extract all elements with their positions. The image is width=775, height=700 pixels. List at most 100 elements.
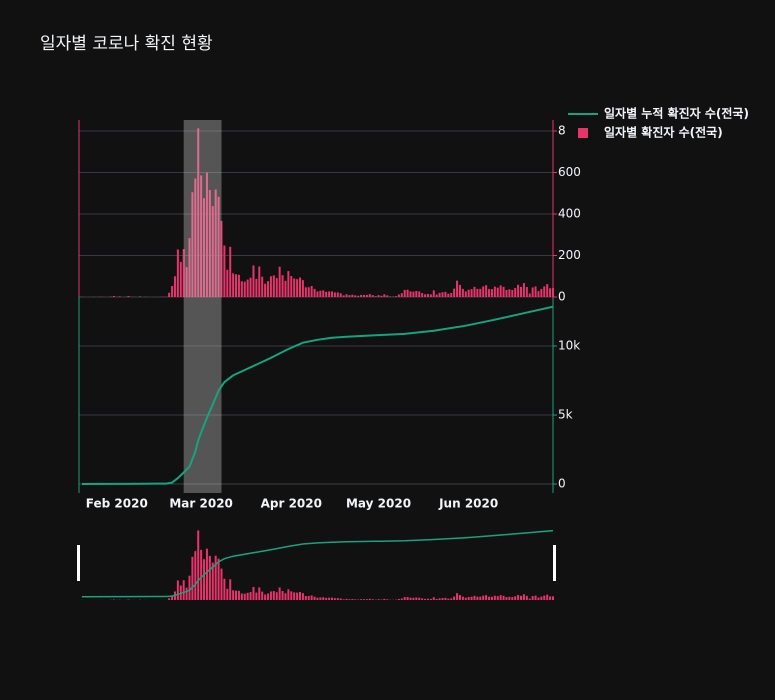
slider-bar [293, 592, 296, 600]
bar [517, 284, 520, 297]
bar [188, 238, 191, 297]
slider-bar [473, 595, 476, 600]
legend: 일자별 누적 확진자 수(전국) 일자별 확진자 수(전국) [565, 106, 775, 142]
slider-line [81, 529, 554, 598]
slider-bar [226, 588, 229, 600]
bar [278, 266, 281, 297]
bar [418, 291, 421, 297]
bar [421, 293, 424, 297]
bar [249, 277, 252, 297]
slider-bar [470, 596, 473, 600]
bar [252, 265, 255, 297]
bar [348, 295, 351, 297]
slider-handle [77, 545, 80, 581]
slider-bar [508, 596, 511, 600]
bar [502, 286, 505, 297]
slider-bar [496, 596, 499, 600]
bar [214, 189, 217, 297]
slider-bar [485, 595, 488, 600]
slider-bar [531, 596, 534, 600]
bar [549, 288, 552, 297]
bar [229, 246, 232, 297]
bar [400, 293, 403, 297]
slider-bar [360, 599, 363, 600]
bar [496, 287, 499, 297]
slider-bar [371, 599, 374, 600]
slider-bar [438, 598, 441, 600]
bar [267, 281, 270, 297]
bar [284, 280, 287, 297]
bar [528, 293, 531, 297]
slider-bar [415, 597, 418, 600]
slider-bar [272, 591, 275, 600]
bar [456, 280, 459, 297]
slider-bar [502, 595, 505, 600]
bar [511, 289, 514, 297]
bar [360, 294, 363, 297]
bar [362, 294, 365, 297]
slider-bar [424, 598, 427, 600]
slider-bar [517, 594, 520, 600]
bar [540, 288, 543, 297]
bar [406, 289, 409, 297]
bar [307, 287, 310, 297]
slider-bar [310, 595, 313, 600]
bar [490, 289, 493, 297]
slider-bar [432, 597, 435, 600]
bar [424, 294, 427, 297]
bar [389, 296, 392, 297]
bar [197, 128, 200, 297]
slider-bar [240, 593, 243, 600]
slider-bar [313, 596, 316, 600]
slider-bar [223, 578, 226, 600]
slider-bar [168, 598, 171, 600]
slider-bar [444, 597, 447, 600]
slider-bar [418, 597, 421, 600]
slider-bar [354, 599, 357, 600]
slider-bar [383, 598, 386, 600]
bar [368, 294, 371, 297]
slider-bar [319, 597, 322, 600]
bar [508, 289, 511, 297]
slider-bar [278, 587, 281, 600]
slider-bar [281, 591, 284, 600]
bar [438, 292, 441, 297]
bar [226, 269, 229, 297]
bar [299, 277, 302, 297]
bar [383, 294, 386, 297]
slider-bar [188, 575, 191, 600]
bar [269, 276, 272, 297]
slider-bar [214, 555, 217, 600]
bar [543, 286, 546, 297]
slider-bar [522, 594, 525, 600]
bar [473, 286, 476, 297]
legend-swatch [578, 128, 588, 138]
bar [264, 283, 267, 297]
bar [296, 279, 299, 297]
slider-bar [377, 599, 380, 600]
slider-bar [269, 591, 272, 600]
slider-bar [552, 596, 554, 600]
slider-bar [304, 595, 307, 600]
bar [467, 289, 470, 297]
bar [453, 288, 456, 297]
bar [232, 273, 235, 297]
slider-bar [328, 597, 331, 600]
slider-bar [249, 592, 252, 600]
bar [435, 294, 438, 297]
y-tick-label: 600 [558, 165, 581, 179]
slider-bar [453, 596, 456, 600]
highlight-band [183, 120, 222, 493]
slider-bar [229, 579, 232, 600]
bar [176, 249, 179, 297]
bar [139, 296, 142, 297]
slider-bar [171, 595, 174, 600]
slider-bar [325, 597, 328, 600]
bar [272, 275, 275, 297]
bar [371, 295, 374, 297]
slider-bar [456, 593, 459, 600]
slider-bar [488, 596, 491, 600]
bar [304, 287, 307, 297]
x-tick-label: May 2020 [346, 497, 411, 511]
bar [182, 249, 185, 297]
